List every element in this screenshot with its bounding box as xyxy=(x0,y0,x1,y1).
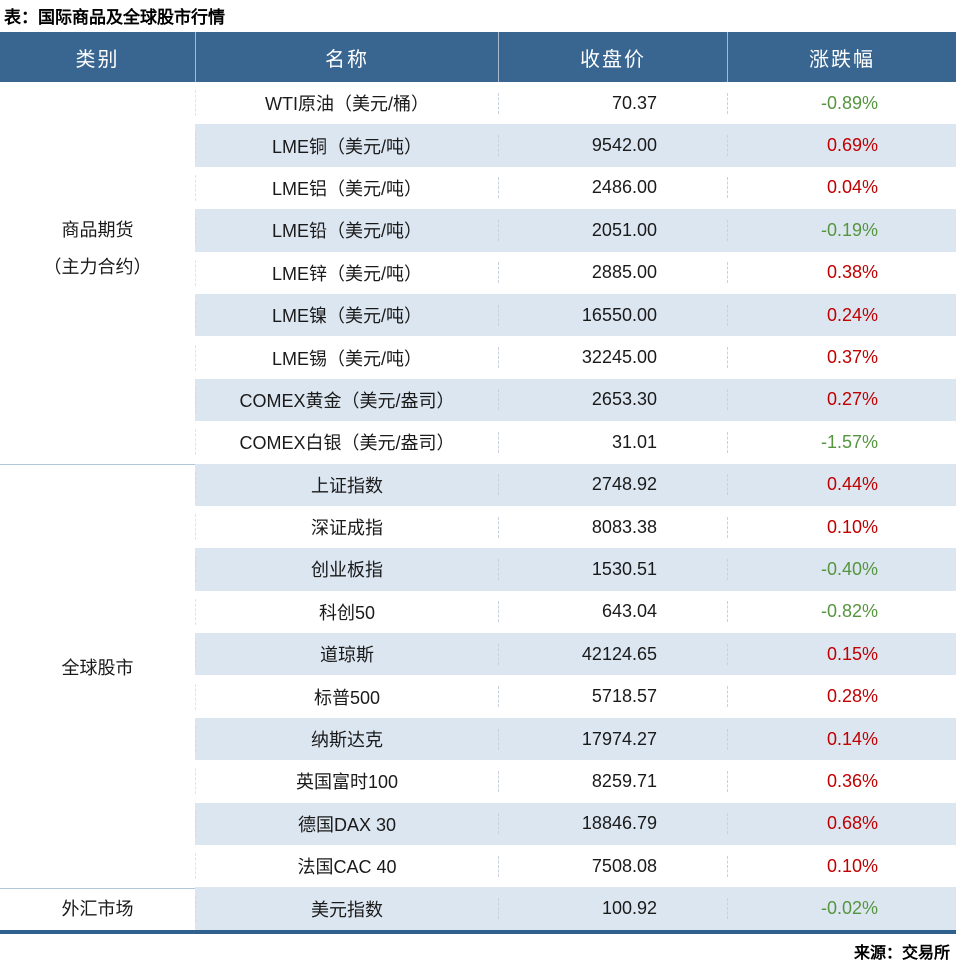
row-close: 7508.08 xyxy=(498,855,727,877)
category-label-line: 商品期货 xyxy=(61,219,134,240)
table-row: 法国CAC 40 7508.08 0.10% xyxy=(195,845,956,887)
category-label-line: 全球股市 xyxy=(61,657,134,678)
row-name: LME铝（美元/吨） xyxy=(195,174,498,201)
row-close: 70.37 xyxy=(498,92,727,114)
row-name: LME锡（美元/吨） xyxy=(195,344,498,371)
row-close: 9542.00 xyxy=(498,135,727,157)
row-close: 5718.57 xyxy=(498,686,727,708)
table-row: LME锡（美元/吨） 32245.00 0.37% xyxy=(195,336,956,378)
row-name: LME铜（美元/吨） xyxy=(195,132,498,159)
row-change: 0.14% xyxy=(727,728,956,750)
row-change: -0.19% xyxy=(727,219,956,241)
row-close: 42124.65 xyxy=(498,643,727,665)
row-close: 17974.27 xyxy=(498,728,727,750)
header-cell-change: 涨跌幅 xyxy=(727,32,956,82)
row-change: 0.10% xyxy=(727,516,956,538)
row-close: 1530.51 xyxy=(498,558,727,580)
row-name: 标普500 xyxy=(195,683,498,710)
row-change: 0.28% xyxy=(727,686,956,708)
row-name: 科创50 xyxy=(195,598,498,625)
category-cell-commodities: 商品期货 （主力合约） xyxy=(0,82,195,464)
row-name: 英国富时100 xyxy=(195,768,498,795)
row-close: 2653.30 xyxy=(498,389,727,411)
row-name: LME铅（美元/吨） xyxy=(195,217,498,244)
row-change: -0.82% xyxy=(727,601,956,623)
row-change: 0.69% xyxy=(727,135,956,157)
row-change: 0.37% xyxy=(727,347,956,369)
row-change: 0.24% xyxy=(727,304,956,326)
table-row: 道琼斯 42124.65 0.15% xyxy=(195,633,956,676)
category-cell-global-stocks: 全球股市 xyxy=(0,463,195,888)
row-name: 德国DAX 30 xyxy=(195,810,498,837)
row-close: 100.92 xyxy=(498,898,727,920)
header-cell-close: 收盘价 xyxy=(498,32,727,82)
table-row: 深证成指 8083.38 0.10% xyxy=(195,506,956,548)
row-close: 2885.00 xyxy=(498,262,727,284)
row-close: 2748.92 xyxy=(498,474,727,496)
row-close: 2051.00 xyxy=(498,219,727,241)
row-name: COMEX黄金（美元/盎司） xyxy=(195,386,498,413)
market-table: 类别 名称 收盘价 涨跌幅 商品期货 （主力合约） 全球股市 外汇市场 WTI原… xyxy=(0,32,956,934)
row-close: 18846.79 xyxy=(498,813,727,835)
row-change: -0.89% xyxy=(727,92,956,114)
row-change: 0.44% xyxy=(727,474,956,496)
row-name: 法国CAC 40 xyxy=(195,853,498,880)
row-close: 16550.00 xyxy=(498,304,727,326)
row-name: 美元指数 xyxy=(195,895,498,922)
row-change: 0.15% xyxy=(727,643,956,665)
table-row: 纳斯达克 17974.27 0.14% xyxy=(195,717,956,761)
row-close: 2486.00 xyxy=(498,177,727,199)
category-column: 商品期货 （主力合约） 全球股市 外汇市场 xyxy=(0,82,195,930)
row-change: -1.57% xyxy=(727,431,956,453)
row-change: 0.68% xyxy=(727,813,956,835)
table-header-row: 类别 名称 收盘价 涨跌幅 xyxy=(0,32,956,82)
category-label-line: 外汇市场 xyxy=(61,898,134,919)
table-row: LME铜（美元/吨） 9542.00 0.69% xyxy=(195,124,956,167)
table-row: LME铝（美元/吨） 2486.00 0.04% xyxy=(195,167,956,209)
row-name: WTI原油（美元/桶） xyxy=(195,90,498,117)
row-name: 道琼斯 xyxy=(195,641,498,668)
data-rows: WTI原油（美元/桶） 70.37 -0.89% LME铜（美元/吨） 9542… xyxy=(195,82,956,930)
row-name: COMEX白银（美元/盎司） xyxy=(195,429,498,456)
table-row: 英国富时100 8259.71 0.36% xyxy=(195,760,956,802)
row-name: 创业板指 xyxy=(195,556,498,583)
row-close: 31.01 xyxy=(498,431,727,453)
row-name: 上证指数 xyxy=(195,471,498,498)
table-row: 创业板指 1530.51 -0.40% xyxy=(195,548,956,591)
row-close: 32245.00 xyxy=(498,347,727,369)
row-close: 8259.71 xyxy=(498,770,727,792)
row-change: 0.38% xyxy=(727,262,956,284)
row-change: 0.36% xyxy=(727,770,956,792)
header-cell-name: 名称 xyxy=(195,32,498,82)
table-row: 上证指数 2748.92 0.44% xyxy=(195,463,956,506)
table-row: WTI原油（美元/桶） 70.37 -0.89% xyxy=(195,82,956,124)
table-row: LME锌（美元/吨） 2885.00 0.38% xyxy=(195,252,956,294)
table-row: LME铅（美元/吨） 2051.00 -0.19% xyxy=(195,209,956,252)
table-row: 标普500 5718.57 0.28% xyxy=(195,675,956,717)
row-name: LME镍（美元/吨） xyxy=(195,302,498,329)
table-row: COMEX黄金（美元/盎司） 2653.30 0.27% xyxy=(195,378,956,422)
table-row: LME镍（美元/吨） 16550.00 0.24% xyxy=(195,293,956,337)
row-change: -0.02% xyxy=(727,898,956,920)
category-label-line: （主力合约） xyxy=(43,256,152,277)
row-change: 0.27% xyxy=(727,389,956,411)
row-name: 深证成指 xyxy=(195,514,498,541)
table-row: COMEX白银（美元/盎司） 31.01 -1.57% xyxy=(195,421,956,463)
row-name: LME锌（美元/吨） xyxy=(195,259,498,286)
row-close: 643.04 xyxy=(498,601,727,623)
row-close: 8083.38 xyxy=(498,516,727,538)
source-note: 来源：交易所 xyxy=(853,944,950,962)
table-body: 商品期货 （主力合约） 全球股市 外汇市场 WTI原油（美元/桶） 70.37 … xyxy=(0,82,956,930)
table-row: 科创50 643.04 -0.82% xyxy=(195,591,956,633)
row-change: 0.10% xyxy=(727,855,956,877)
table-bottom-border xyxy=(0,929,956,934)
row-change: 0.04% xyxy=(727,177,956,199)
row-name: 纳斯达克 xyxy=(195,726,498,753)
row-change: -0.40% xyxy=(727,558,956,580)
category-cell-forex: 外汇市场 xyxy=(0,887,195,930)
header-cell-category: 类别 xyxy=(75,48,120,71)
table-row: 德国DAX 30 18846.79 0.68% xyxy=(195,802,956,846)
table-row: 美元指数 100.92 -0.02% xyxy=(195,887,956,930)
page-title: 表：国际商品及全球股市行情 xyxy=(4,8,225,27)
